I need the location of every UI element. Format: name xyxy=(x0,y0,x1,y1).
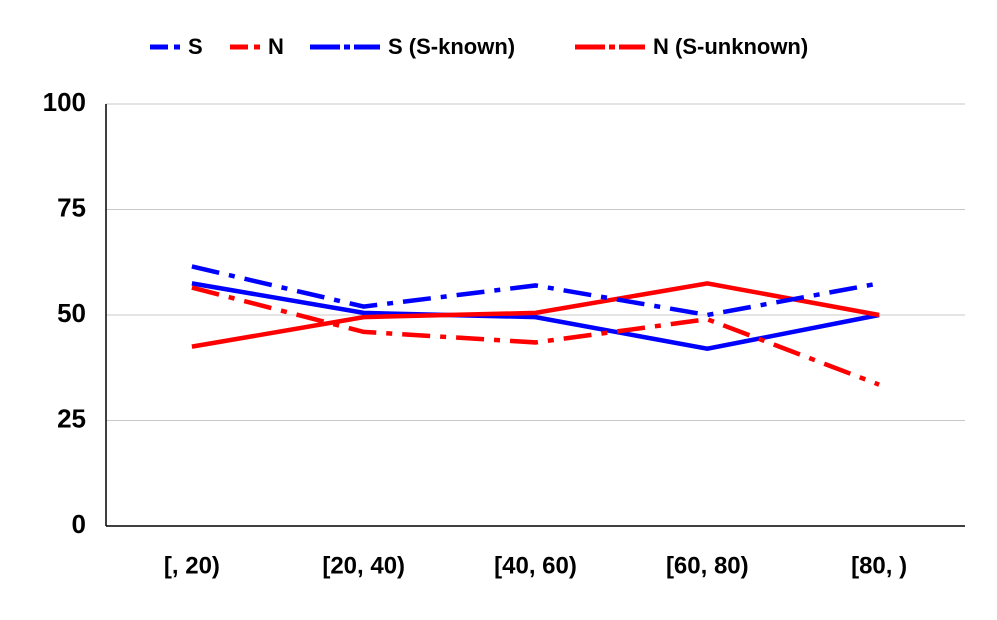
y-tick-label: 50 xyxy=(57,298,86,328)
y-tick-label: 100 xyxy=(43,87,86,117)
x-tick-label: [, 20) xyxy=(164,552,220,579)
x-tick-label: [80, ) xyxy=(851,552,907,579)
x-tick-label: [40, 60) xyxy=(494,552,577,579)
y-tick-label: 0 xyxy=(72,509,86,539)
y-tick-label: 75 xyxy=(57,192,86,222)
series-line xyxy=(191,281,880,352)
y-tick-label: 25 xyxy=(57,403,86,433)
series-line xyxy=(191,281,880,349)
legend-label: S xyxy=(188,34,203,59)
x-tick-label: [60, 80) xyxy=(666,552,749,579)
legend-label: N (S-unknown) xyxy=(653,34,808,59)
legend-label: N xyxy=(268,34,284,59)
legend-label: S (S-known) xyxy=(388,34,515,59)
x-tick-label: [20, 40) xyxy=(322,552,405,579)
series-line xyxy=(191,285,880,387)
series-line xyxy=(191,264,880,318)
